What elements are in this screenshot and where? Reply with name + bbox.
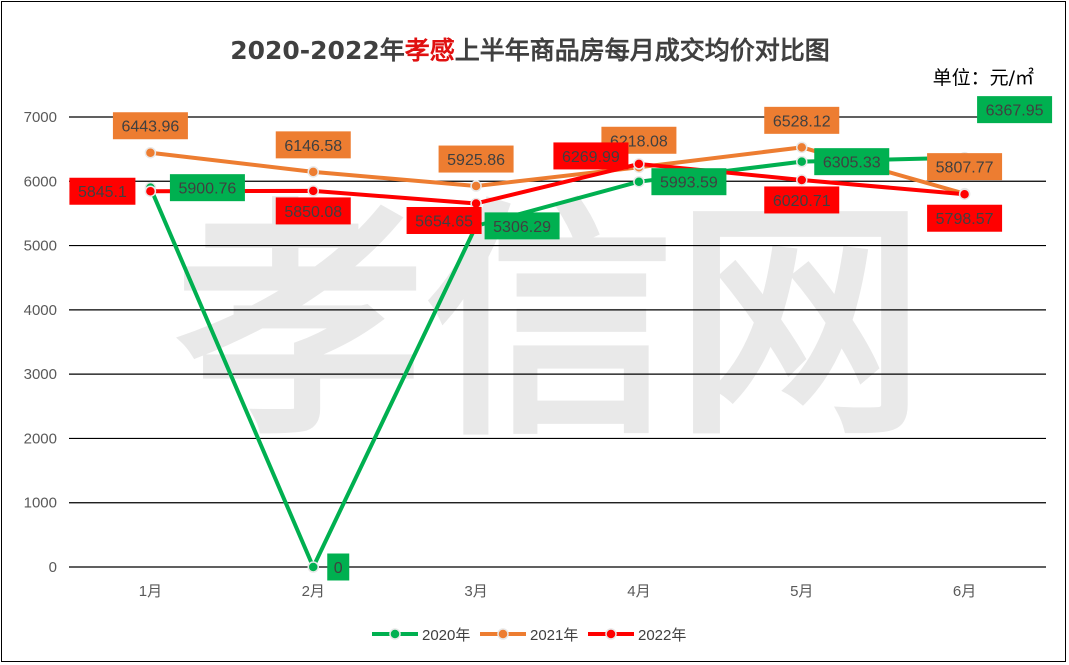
legend-swatch-marker [497, 628, 509, 640]
data-label-box [275, 197, 351, 225]
y-tick-label: 7000 [24, 109, 57, 126]
data-point [307, 561, 319, 573]
y-tick-label: 0 [49, 559, 57, 576]
data-point [796, 155, 808, 168]
legend-label: 2022年 [638, 627, 686, 644]
data-label: 0 [334, 560, 343, 577]
chart-title: 2020-2022年孝感上半年商品房每月成交均价对比图 [230, 36, 830, 65]
data-label-box [927, 153, 1003, 181]
data-label: 6305.33 [823, 155, 881, 172]
data-label-box [112, 112, 188, 140]
data-point [307, 166, 319, 178]
data-label: 5306.29 [493, 219, 551, 236]
y-tick-label: 1000 [24, 495, 57, 512]
data-point [796, 174, 808, 186]
y-tick-label: 5000 [24, 238, 57, 255]
data-label-box [814, 148, 890, 176]
data-label-box [484, 212, 560, 240]
data-label: 6528.12 [773, 113, 831, 130]
data-label-box [553, 142, 629, 170]
unit-label: 单位：元/㎡ [933, 66, 1034, 89]
x-tick-label: 4月 [627, 583, 650, 600]
data-point [307, 185, 319, 197]
data-label: 5807.77 [936, 160, 994, 177]
title-prefix: 2020-2022年 [230, 36, 405, 65]
data-label: 5850.08 [284, 204, 342, 221]
data-label-box [406, 206, 482, 234]
data-label: 6269.99 [562, 149, 620, 166]
y-axis-ticks: 0 1000 2000 3000 4000 5000 6000 7000 [24, 109, 57, 576]
legend-swatch-marker [389, 628, 401, 640]
data-point [470, 180, 482, 192]
y-tick-label: 2000 [24, 430, 57, 447]
legend-label: 2021年 [530, 627, 578, 644]
series-line [148, 161, 967, 206]
legend-label: 2020年 [422, 627, 470, 644]
data-label: 6146.58 [284, 138, 342, 155]
x-tick-label: 6月 [953, 583, 976, 600]
x-tick-label: 2月 [302, 583, 325, 600]
data-label-box [651, 168, 727, 196]
data-label-box [327, 553, 350, 581]
x-tick-label: 5月 [790, 583, 813, 600]
data-label: 5845.1 [78, 184, 127, 201]
title-highlight: 孝感 [405, 36, 455, 65]
y-tick-label: 4000 [24, 302, 57, 319]
data-label-box [275, 131, 351, 159]
x-axis-ticks: 1月 2月 3月 4月 5月 6月 [139, 583, 977, 600]
data-label-box [927, 204, 1003, 232]
data-label-box [69, 177, 136, 205]
data-label: 6367.95 [986, 103, 1044, 120]
data-point [633, 175, 645, 188]
data-point [144, 185, 157, 197]
data-label: 5925.86 [447, 152, 505, 169]
data-label: 6443.96 [121, 119, 179, 136]
y-tick-label: 3000 [24, 366, 57, 383]
data-label-box [169, 174, 245, 202]
legend-swatch-marker [605, 628, 617, 640]
data-point [958, 188, 971, 200]
data-labels: 5900.76 0 5306.29 5993.59 6305.33 6367.95 6443… [69, 96, 1053, 581]
data-label: 5654.65 [415, 213, 473, 230]
data-label: 6020.71 [773, 193, 831, 210]
data-point [633, 158, 645, 170]
data-label: 5993.59 [660, 175, 718, 192]
data-label-box [977, 96, 1053, 124]
x-tick-label: 3月 [464, 583, 487, 600]
legend: 2020年 2021年 2022年 [372, 627, 686, 644]
data-label: 5900.76 [178, 181, 236, 198]
data-label: 5798.57 [936, 211, 994, 228]
data-point [144, 146, 157, 159]
data-label-box [764, 106, 840, 134]
data-label-box [764, 186, 840, 214]
title-suffix: 上半年商品房每月成交均价对比图 [455, 36, 830, 65]
data-point [796, 141, 808, 154]
x-tick-label: 1月 [139, 583, 162, 600]
y-tick-label: 6000 [24, 173, 57, 190]
data-label-box [438, 145, 514, 173]
